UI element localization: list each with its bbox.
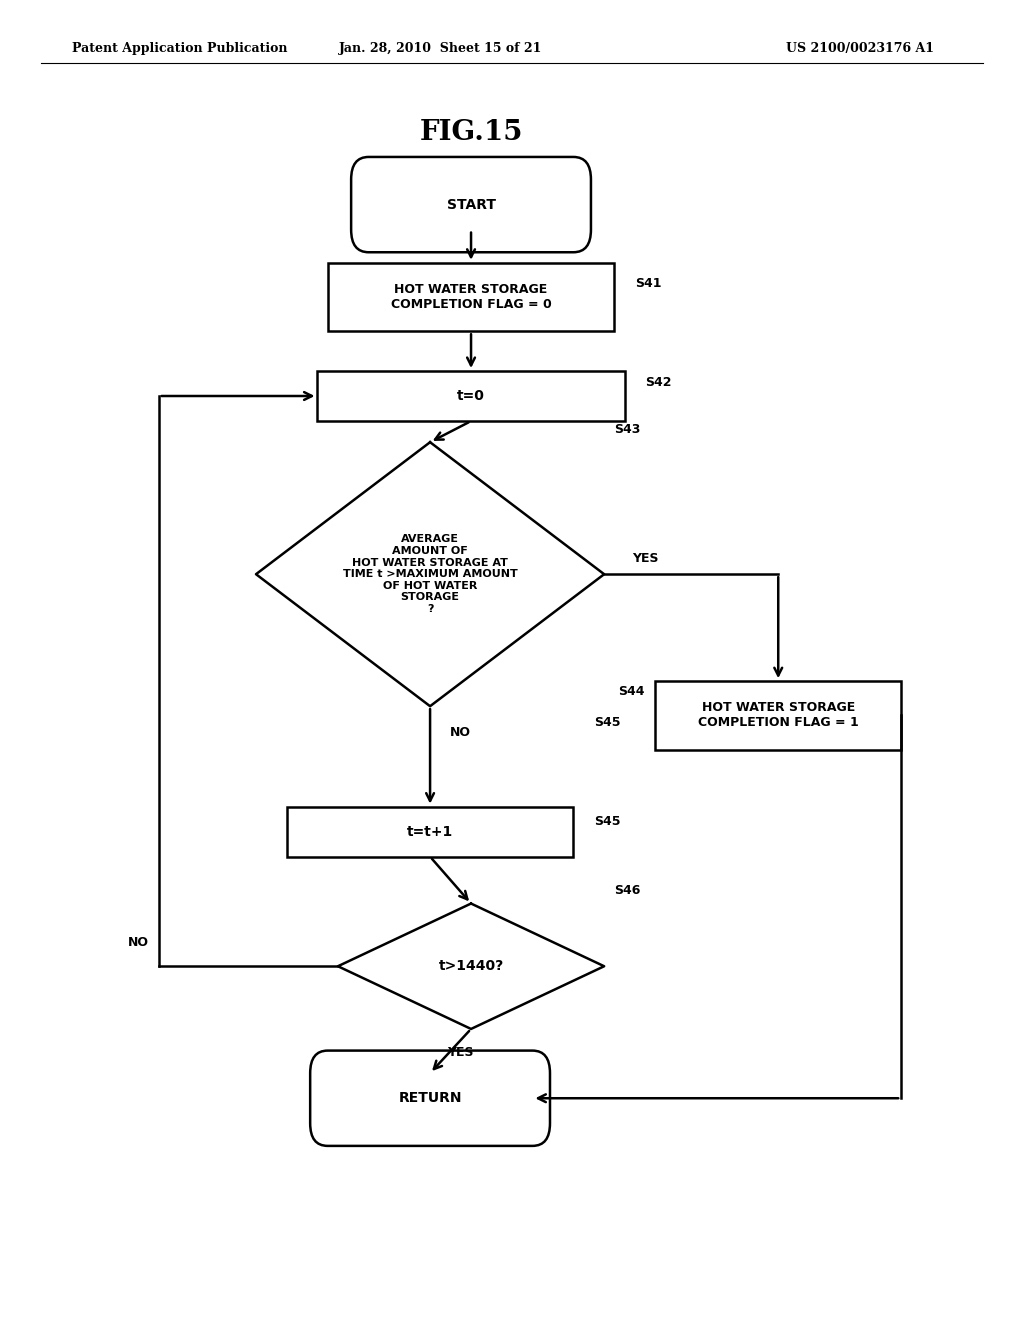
- Text: t>1440?: t>1440?: [438, 960, 504, 973]
- FancyBboxPatch shape: [351, 157, 591, 252]
- Polygon shape: [256, 442, 604, 706]
- Text: YES: YES: [632, 552, 658, 565]
- Text: NO: NO: [128, 936, 148, 949]
- Text: Jan. 28, 2010  Sheet 15 of 21: Jan. 28, 2010 Sheet 15 of 21: [339, 42, 542, 55]
- Bar: [287, 807, 573, 857]
- Text: S42: S42: [645, 376, 672, 389]
- Text: HOT WATER STORAGE
COMPLETION FLAG = 1: HOT WATER STORAGE COMPLETION FLAG = 1: [698, 701, 858, 730]
- Text: S43: S43: [614, 422, 641, 436]
- Bar: [317, 371, 625, 421]
- Text: START: START: [446, 198, 496, 211]
- Text: RETURN: RETURN: [398, 1092, 462, 1105]
- Bar: [328, 263, 614, 331]
- Text: Patent Application Publication: Patent Application Publication: [72, 42, 287, 55]
- Bar: [655, 681, 901, 750]
- FancyBboxPatch shape: [310, 1051, 550, 1146]
- Text: S45: S45: [594, 814, 621, 828]
- Text: AVERAGE
AMOUNT OF
HOT WATER STORAGE AT
TIME t >MAXIMUM AMOUNT
OF HOT WATER
STORA: AVERAGE AMOUNT OF HOT WATER STORAGE AT T…: [343, 535, 517, 614]
- Text: YES: YES: [447, 1047, 474, 1059]
- Text: FIG.15: FIG.15: [419, 119, 523, 145]
- Text: S45: S45: [594, 715, 621, 729]
- Text: t=t+1: t=t+1: [407, 825, 454, 838]
- Text: HOT WATER STORAGE
COMPLETION FLAG = 0: HOT WATER STORAGE COMPLETION FLAG = 0: [391, 282, 551, 312]
- Text: S44: S44: [618, 685, 645, 698]
- Text: S41: S41: [635, 277, 662, 290]
- Text: US 2100/0023176 A1: US 2100/0023176 A1: [786, 42, 934, 55]
- Text: t=0: t=0: [457, 389, 485, 403]
- Text: NO: NO: [451, 726, 471, 739]
- Polygon shape: [338, 903, 604, 1030]
- Text: S46: S46: [614, 884, 641, 898]
